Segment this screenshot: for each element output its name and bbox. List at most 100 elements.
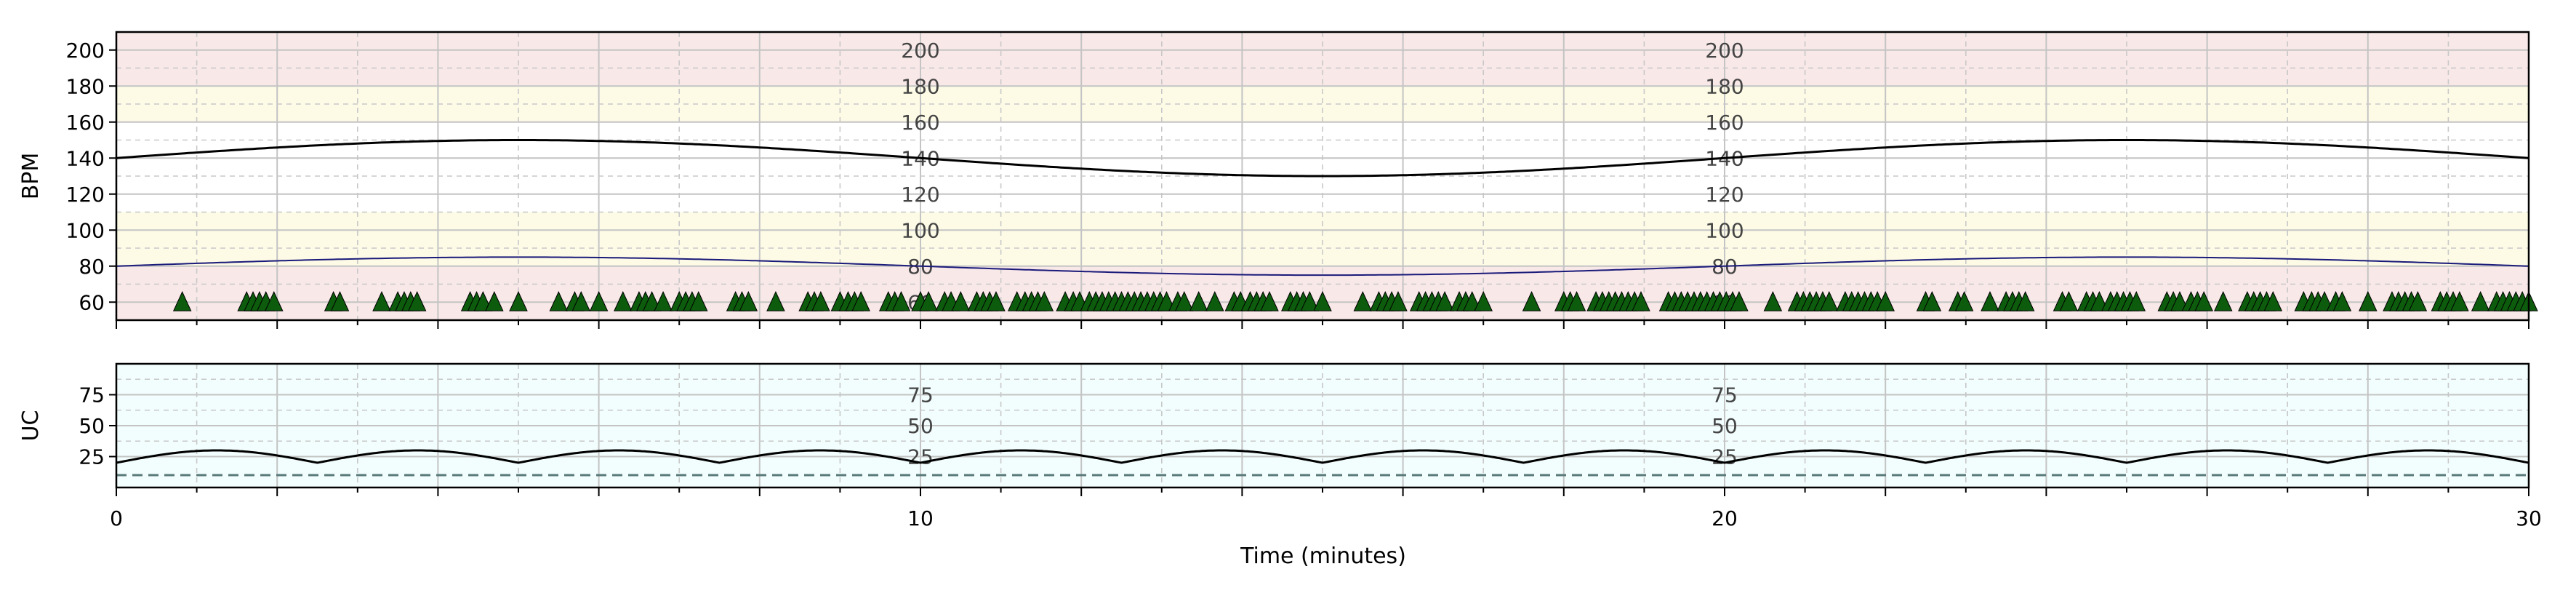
fhr-marker [1876,291,1895,311]
fhr-y-tick-label: 120 [66,183,105,207]
fhr-marker [891,291,911,311]
fhr-marker [1632,291,1650,311]
fhr-marker [766,291,785,311]
fhr-marker [2450,291,2469,311]
fhr-marker [1922,291,1942,311]
x-axis-label: Time (minutes) [1240,544,1406,569]
fhr-marker [1035,291,1054,311]
x-tick-label: 10 [907,506,934,530]
fhr-marker [1819,291,1839,311]
fhr-marker [1174,291,1194,311]
fhr-marker [1313,291,1332,311]
fhr-line [116,139,2529,178]
fhr-marker [485,291,504,311]
fhr-marker [264,291,284,311]
uc-y-ticks: 25 50 75 [79,383,116,469]
fhr-marker [2127,291,2146,311]
fhr-y-tick-label: 180 [66,74,105,98]
fhr-marker [372,291,391,311]
fhr-inner-label: 180 [1705,74,1744,98]
fhr-marker [1954,291,1974,311]
fhr-marker [1189,291,1208,311]
fhr-band [116,212,2529,266]
uc-inner-label: 75 [1712,383,1738,407]
fhr-marker [1435,291,1454,311]
fhr-inner-label: 160 [901,111,939,135]
fhr-marker [1474,291,1493,311]
uc-y-tick-label: 50 [79,414,105,438]
x-tick-label: 20 [1712,506,1738,530]
fhr-marker [2471,291,2490,311]
fhr-marker [2263,291,2283,311]
uc-inner-labels: 75 50 25 75 50 25 [907,383,1738,469]
fhr-y-tick-label: 100 [66,218,105,242]
fhr-inner-label: 120 [1705,183,1744,207]
fhr-marker [2194,291,2213,311]
uc-y-tick-label: 25 [79,445,105,469]
fhr-inner-label: 180 [901,74,939,98]
uc-x-ticks: 0 10 20 30 [110,487,2542,530]
fhr-marker [2059,291,2079,311]
fhr-marker [654,291,673,311]
uc-y-axis-label: UC [18,410,44,442]
fhr-inner-label: 120 [901,183,939,207]
uc-line [116,449,2529,464]
fhr-marker [330,291,350,311]
fhr-marker [172,291,192,311]
fhr-marker [1981,291,1999,311]
fhr-y-tick-label: 140 [66,146,105,170]
fhr-markers [172,291,2538,311]
fhr-marker [811,291,830,311]
fhr-marker [919,291,938,311]
fhr-marker [1260,291,1279,311]
fhr-y-tick-label: 60 [79,290,105,314]
fhr-marker [739,291,758,311]
fhr-marker [1353,291,1373,311]
uc-panel: 75 50 25 75 50 25 25 50 75 0 10 20 30 UC [18,362,2542,530]
maternal-hr-line [116,256,2529,276]
fhr-marker [1205,291,1224,311]
fhr-inner-label: 200 [901,39,939,63]
fhr-marker [1763,291,1783,311]
fhr-marker [689,291,708,311]
fhr-marker [1567,291,1586,311]
fhr-y-tick-label: 200 [66,39,105,63]
fhr-marker [1730,291,1749,311]
fhr-marker [2015,291,2035,311]
fhr-y-tick-label: 80 [79,255,105,279]
fhr-y-axis-label: BPM [18,153,44,200]
fhr-marker [1300,291,1320,311]
fhr-marker [2408,291,2428,311]
fhr-marker [571,291,591,311]
fhr-marker [951,291,971,311]
uc-grid [116,364,2529,487]
uc-inner-label: 50 [1712,414,1738,438]
fhr-band [116,32,2529,87]
uc-inner-label: 50 [907,414,934,438]
fhr-marker [509,291,528,311]
uc-inner-label: 75 [907,383,934,407]
fhr-marker [851,291,870,311]
fhr-marker [2359,291,2378,311]
fhr-marker [1389,291,1408,311]
fhr-marker [613,291,633,311]
fhr-inner-label: 100 [1705,218,1744,242]
uc-inner-label: 25 [1712,445,1738,469]
uc-y-tick-label: 75 [79,383,105,407]
fhr-y-ticks: 60 80 100 120 140 160 180 200 [66,39,116,314]
fhr-marker [549,291,569,311]
fhr-marker [589,291,609,311]
fhr-marker [2332,291,2352,311]
fhr-inner-label: 160 [1705,111,1744,135]
fhr-marker [2213,291,2233,311]
fhr-y-tick-label: 160 [66,111,105,135]
x-tick-label: 30 [2516,506,2542,530]
fhr-panel: 2001801601401201008060200180160140120100… [18,31,2538,329]
fhr-marker [987,291,1006,311]
fhr-marker [1522,291,1541,311]
uc-inner-label: 25 [907,445,934,469]
fhr-inner-label: 200 [1705,39,1744,63]
fhr-marker [407,291,427,311]
fhr-x-ticks [116,320,2529,329]
